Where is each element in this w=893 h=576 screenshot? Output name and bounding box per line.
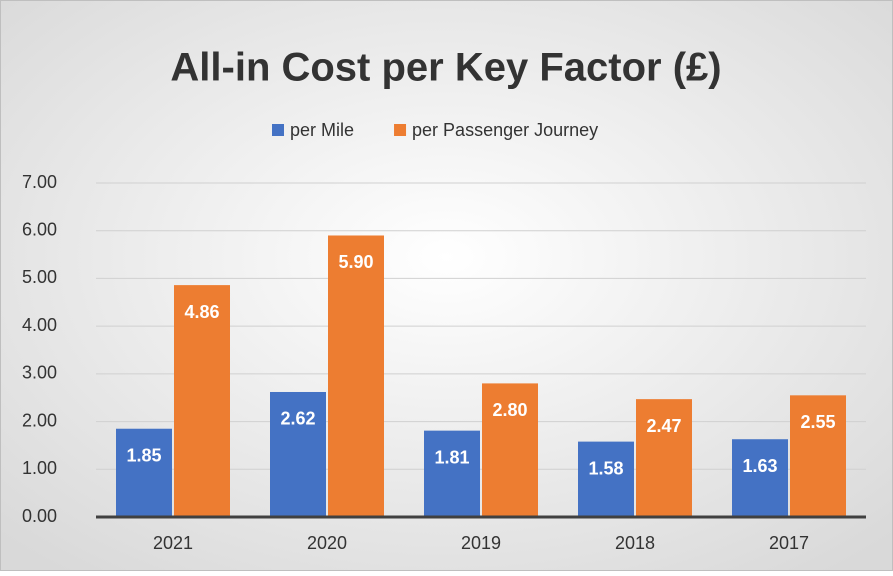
y-tick-label: 0.00: [22, 506, 57, 526]
x-tick-label: 2018: [615, 533, 655, 553]
bar: [482, 383, 538, 517]
chart-title: All-in Cost per Key Factor (£): [170, 46, 721, 90]
bar: [116, 428, 172, 517]
data-label: 1.81: [434, 447, 469, 467]
data-label: 2.80: [492, 400, 527, 420]
data-label: 1.58: [588, 458, 623, 478]
data-label: 4.86: [184, 302, 219, 322]
x-tick-label: 2019: [461, 533, 501, 553]
y-tick-label: 4.00: [22, 315, 57, 335]
data-label: 2.62: [280, 409, 315, 429]
y-tick-label: 1.00: [22, 458, 57, 478]
x-tick-label: 2017: [769, 533, 809, 553]
y-tick-label: 2.00: [22, 410, 57, 430]
y-tick-label: 3.00: [22, 363, 57, 383]
legend-swatch: [394, 124, 407, 136]
y-tick-label: 5.00: [22, 267, 57, 287]
bar: [578, 441, 634, 517]
bar: [732, 439, 788, 517]
data-label: 2.55: [800, 412, 835, 432]
legend-label: per Mile: [290, 120, 354, 140]
x-tick-label: 2021: [153, 533, 193, 553]
y-tick-label: 7.00: [22, 172, 57, 192]
legend-swatch: [272, 124, 284, 136]
data-label: 2.47: [646, 416, 681, 436]
legend-label: per Passenger Journey: [412, 120, 598, 140]
bar: [270, 391, 326, 517]
x-tick-label: 2020: [307, 533, 347, 553]
bar: [174, 285, 230, 517]
data-label: 5.90: [338, 252, 373, 272]
data-label: 1.85: [126, 445, 161, 465]
bar: [636, 399, 692, 517]
bar: [790, 395, 846, 517]
bar: [328, 235, 384, 517]
y-tick-label: 6.00: [22, 219, 57, 239]
data-label: 1.63: [742, 456, 777, 476]
bar: [424, 430, 480, 517]
